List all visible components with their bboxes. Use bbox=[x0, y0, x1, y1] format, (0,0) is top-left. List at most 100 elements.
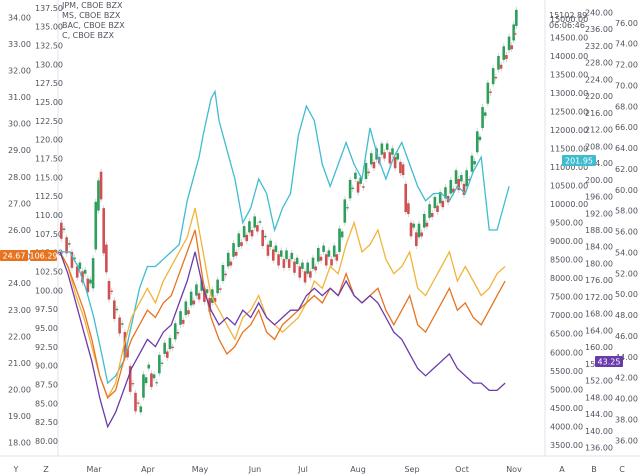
left-axis-b-tick: 120.00 bbox=[35, 136, 63, 145]
jpm-candle bbox=[393, 157, 397, 169]
jpm-candle bbox=[240, 242, 243, 247]
jpm-candle bbox=[258, 221, 262, 223]
x-tick: Nov bbox=[506, 465, 522, 474]
x-tick: Apr bbox=[141, 465, 156, 474]
jpm-candle bbox=[195, 284, 198, 296]
right-axis-c-tick: 50.00 bbox=[615, 290, 638, 299]
jpm-candle bbox=[232, 243, 235, 257]
jpm-candle bbox=[78, 262, 82, 269]
jpm-candle bbox=[346, 207, 349, 209]
jpm-candle bbox=[144, 377, 148, 384]
jpm-candle bbox=[499, 64, 503, 69]
jpm-candle bbox=[139, 406, 143, 413]
jpm-candle bbox=[462, 183, 466, 196]
legend-entry: JPM, CBOE BZX bbox=[61, 1, 123, 10]
jpm-candle bbox=[481, 107, 484, 128]
jpm-candle bbox=[94, 201, 98, 250]
left-axis-a-tick: 31.00 bbox=[8, 93, 31, 102]
left-axis-b-tick: 95.00 bbox=[35, 324, 58, 333]
jpm-candle bbox=[242, 226, 246, 238]
jpm-candle bbox=[354, 172, 357, 179]
jpm-candle bbox=[60, 222, 63, 239]
jpm-candle bbox=[155, 382, 158, 384]
jpm-candle bbox=[128, 366, 132, 392]
jpm-candle bbox=[295, 257, 299, 265]
left-axis-b-tick: 115.00 bbox=[35, 173, 63, 182]
jpm-candle bbox=[264, 235, 267, 238]
jpm-candle bbox=[468, 178, 471, 181]
left-axis-b-tick: 112.50 bbox=[35, 192, 63, 201]
left-axis-b-tick: 97.50 bbox=[35, 305, 58, 314]
jpm-candle bbox=[428, 204, 431, 218]
right-axis-a-tick: 13500.00 bbox=[550, 70, 588, 79]
left-axis-a-tick: 23.00 bbox=[8, 306, 31, 315]
jpm-candle bbox=[465, 170, 468, 187]
left-axis-b-tick: 85.00 bbox=[35, 399, 58, 408]
right-axis-c-tick: 56.00 bbox=[615, 228, 638, 237]
right-axis-a-tick: 14000.00 bbox=[550, 52, 588, 61]
right-axis-a-tick: 9500.00 bbox=[550, 219, 583, 228]
axis-button: Y bbox=[13, 465, 19, 474]
left-axis-a-tick: 34.00 bbox=[8, 13, 31, 22]
right-axis-b-tick: 144.00 bbox=[585, 410, 613, 419]
jpm-candle bbox=[229, 261, 233, 266]
jpm-candle bbox=[407, 203, 410, 214]
jpm-candle bbox=[163, 342, 166, 354]
right-axis-c-tick: 66.00 bbox=[615, 123, 638, 132]
jpm-candle bbox=[497, 56, 500, 70]
left-axis-b-tick: 117.50 bbox=[35, 154, 63, 163]
jpm-candle bbox=[211, 289, 214, 303]
jpm-candle bbox=[271, 249, 275, 261]
right-axis-c-tick: 54.00 bbox=[615, 248, 638, 257]
right-axis-b-tick: 216.00 bbox=[585, 109, 613, 118]
jpm-candle bbox=[147, 364, 151, 369]
left-axis-b-tick: 137.50 bbox=[35, 4, 63, 13]
jpm-candle bbox=[404, 183, 408, 213]
jpm-candle bbox=[234, 251, 238, 256]
jpm-candle bbox=[324, 254, 328, 266]
jpm-candle bbox=[248, 221, 251, 233]
jpm-candle bbox=[205, 289, 209, 294]
right-axis-a-tick: 11000.00 bbox=[550, 163, 588, 172]
right-axis-c-tick: 44.00 bbox=[615, 353, 638, 362]
jpm-candle bbox=[343, 199, 347, 223]
left-axis-b-tick: 92.50 bbox=[35, 343, 58, 352]
left-axis-a-tick: 18.00 bbox=[8, 439, 31, 448]
x-tick: Jul bbox=[297, 465, 308, 474]
jpm-candle bbox=[160, 362, 164, 364]
jpm-candle bbox=[285, 250, 288, 260]
right-axis-a-tick: 8500.00 bbox=[550, 256, 583, 265]
jpm-candle bbox=[266, 244, 270, 256]
jpm-candle bbox=[123, 332, 127, 358]
right-axis-b-tick: 196.00 bbox=[585, 193, 613, 202]
c2-series-line bbox=[59, 251, 506, 429]
right-axis-c-tick: 40.00 bbox=[615, 395, 638, 404]
right-axis-b-tick: 236.00 bbox=[585, 25, 613, 34]
left-axis-b-tick: 125.00 bbox=[35, 98, 63, 107]
right-axis-b-tick: 192.00 bbox=[585, 209, 613, 218]
jpm-candle bbox=[425, 222, 429, 227]
jpm-candle bbox=[197, 293, 201, 300]
right-axis-b-tick: 172.00 bbox=[585, 293, 613, 302]
jpm-candle bbox=[187, 310, 190, 315]
x-tick: Jun bbox=[248, 465, 262, 474]
jpm-candle bbox=[75, 266, 79, 278]
jpm-candle bbox=[293, 261, 296, 273]
jpm-candle bbox=[340, 231, 344, 238]
jpm-candle bbox=[261, 230, 264, 247]
right-axis-b-tick: 240.00 bbox=[585, 8, 613, 17]
jpm-candle bbox=[150, 373, 153, 387]
right-axis-c-tick: 68.00 bbox=[615, 102, 638, 111]
jpm-candle bbox=[274, 245, 278, 252]
left-axis-b-tick: 127.50 bbox=[35, 79, 63, 88]
jpm-candle bbox=[494, 76, 498, 79]
ms-series-line bbox=[60, 89, 510, 385]
left-axis-a-tick: 20.00 bbox=[8, 386, 31, 395]
axis-button: A bbox=[559, 465, 565, 474]
right-axis-b-tick: 200.00 bbox=[585, 176, 613, 185]
jpm-candle bbox=[369, 153, 373, 165]
jpm-candle bbox=[173, 323, 177, 340]
left-axis-b-tick: 130.00 bbox=[35, 60, 63, 69]
right-axis-a-tick: 12500.00 bbox=[550, 107, 588, 116]
jpm-candle bbox=[362, 186, 365, 188]
